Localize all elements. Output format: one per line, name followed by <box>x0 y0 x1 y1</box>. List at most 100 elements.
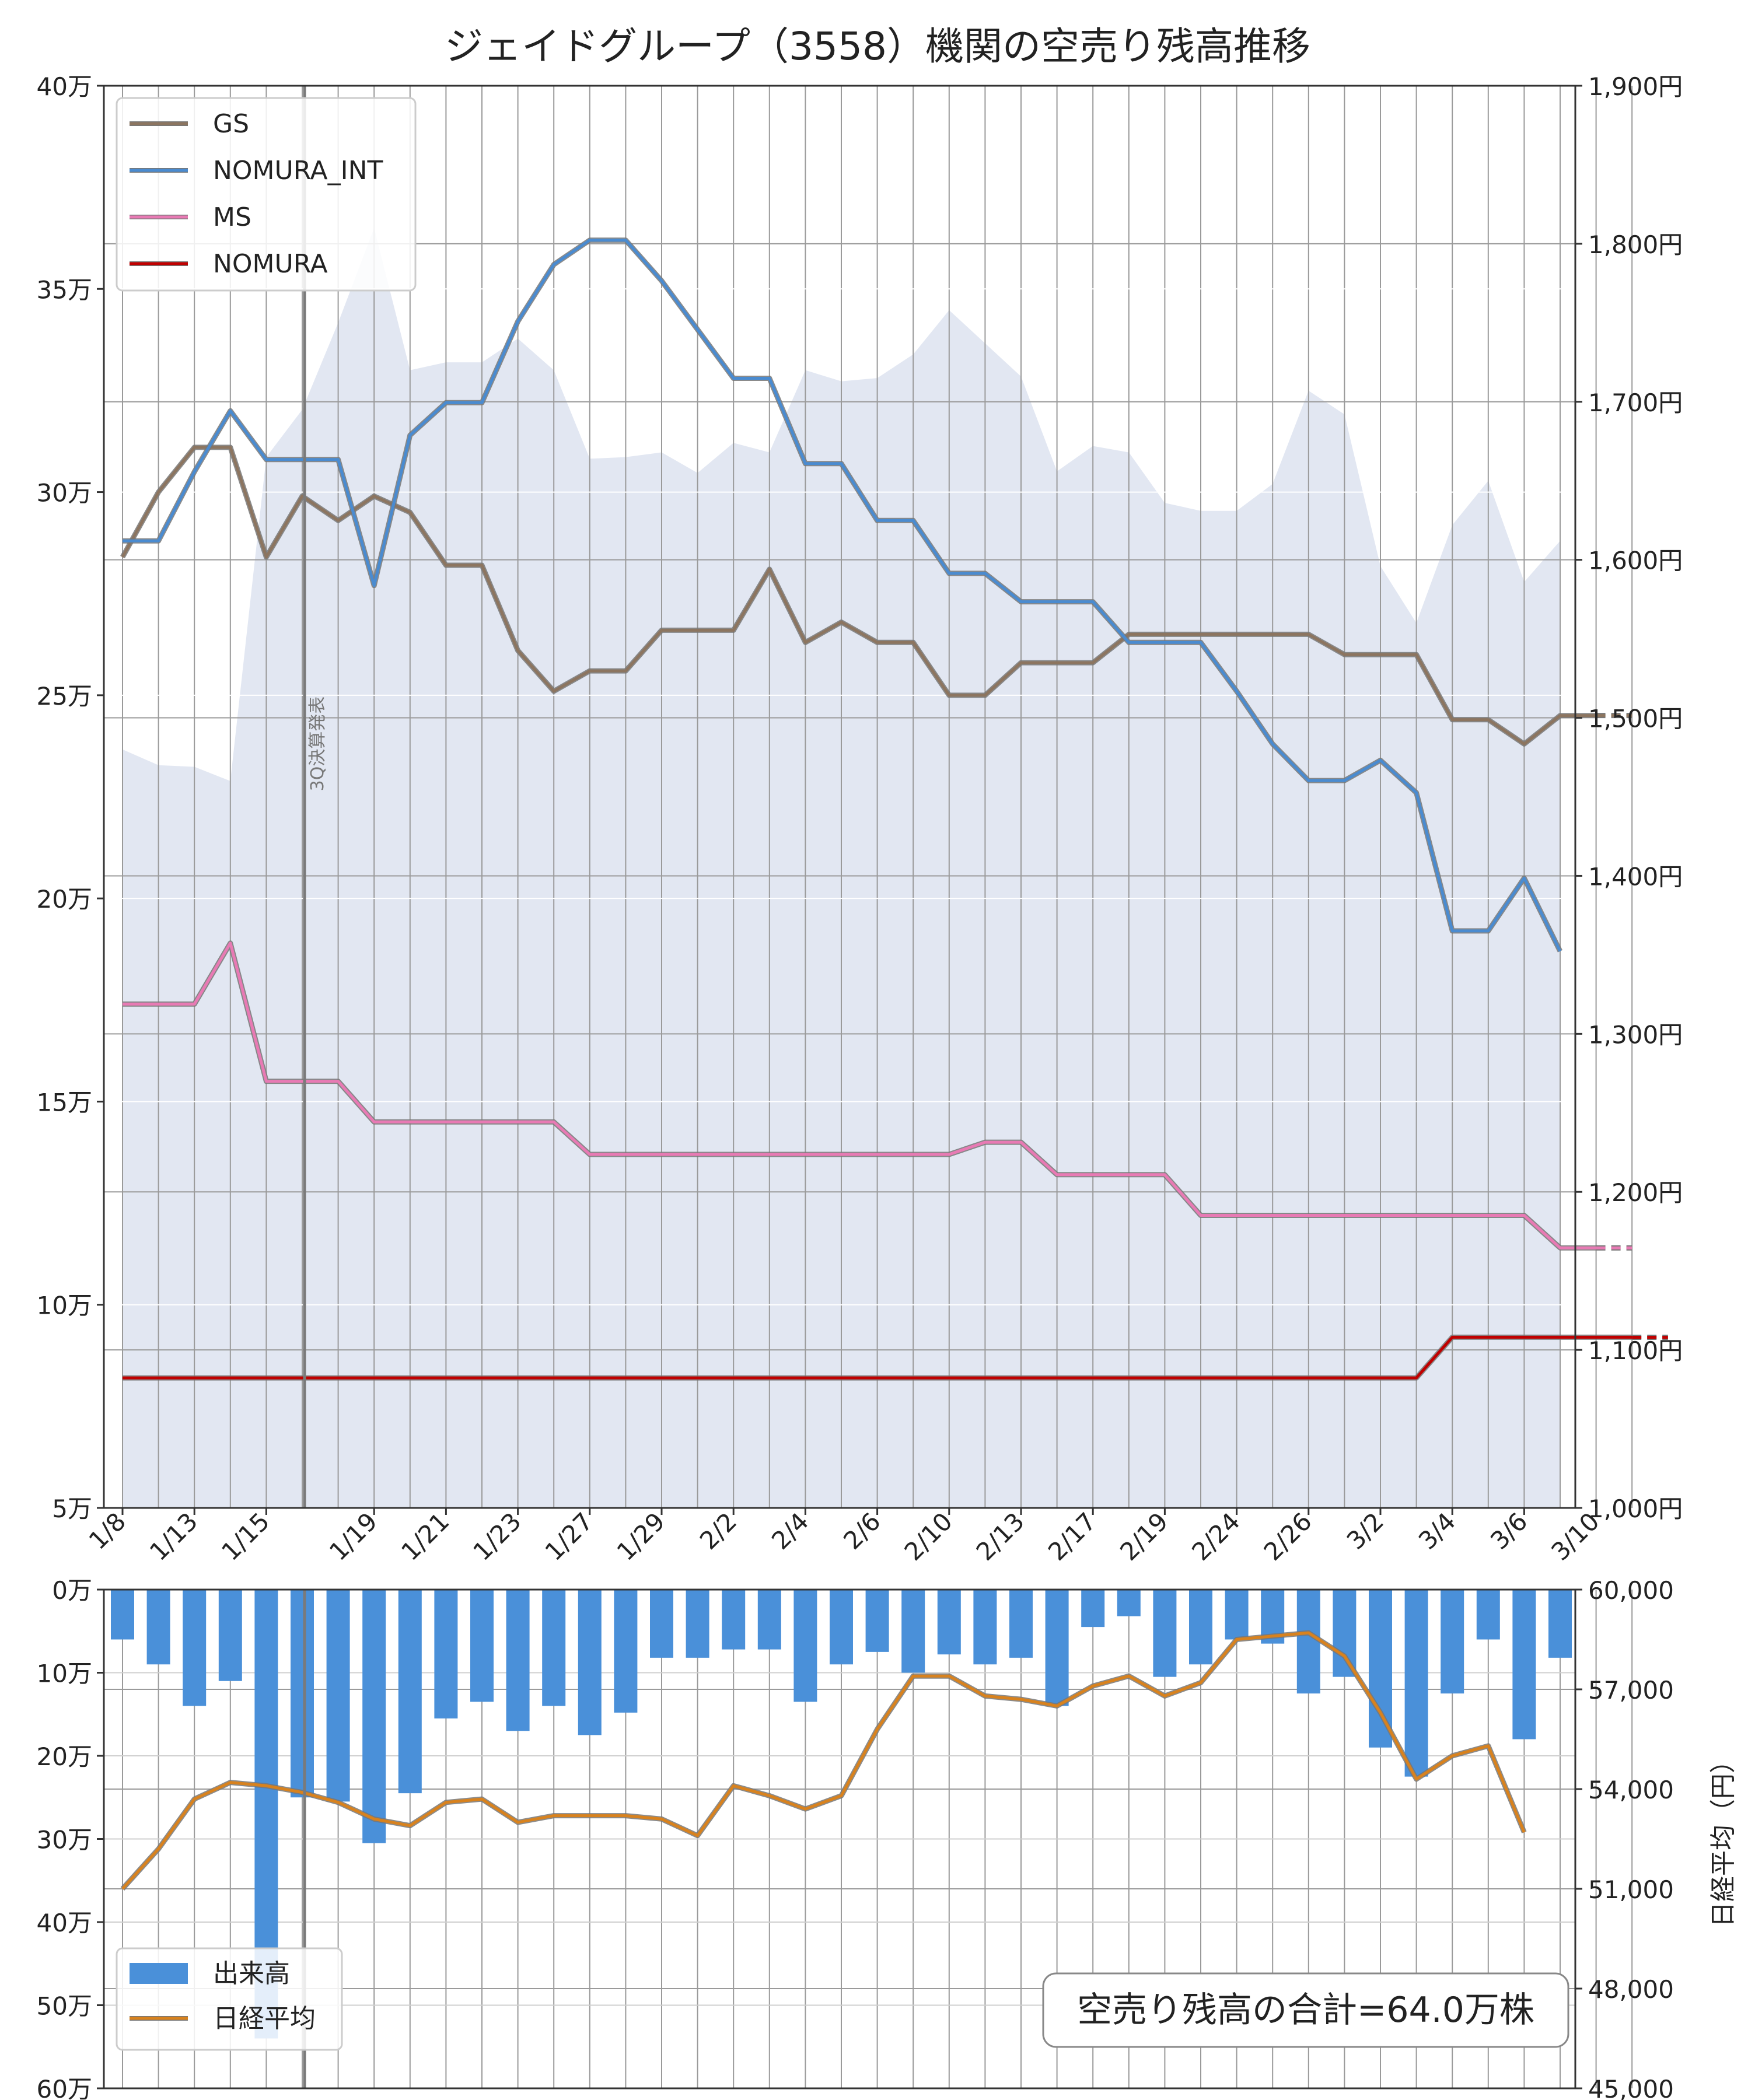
short-interest-panel: 3Q決算発表 5万 10万 15万 20万 25万 30万 35万 40万 1,000円 1,1… <box>37 72 1683 1566</box>
top-right-tick-label: 1,100円 <box>1588 1336 1683 1365</box>
volume-bar <box>1117 1590 1141 1616</box>
chart-title: ジェイドグループ（3558）機関の空売り残高推移 <box>445 24 1310 69</box>
volume-bar <box>830 1590 853 1665</box>
top-left-tick-label: 30万 <box>37 479 92 508</box>
bottom-right-tick-label: 48,000 <box>1588 1975 1674 2004</box>
volume-bar <box>1225 1590 1249 1640</box>
top-right-tick-label: 1,600円 <box>1588 547 1683 575</box>
legend-swatch-volume <box>130 1963 188 1984</box>
top-legend: GS NOMURA_INT MS NOMURA <box>116 97 417 292</box>
top-series-lines <box>120 237 1668 1381</box>
bottom-left-tick-label: 40万 <box>37 1909 92 1937</box>
legend-label: GS <box>213 109 249 139</box>
top-left-tick-label: 10万 <box>37 1292 92 1320</box>
bottom-left-tick-label: 0万 <box>52 1576 92 1605</box>
top-right-tick-label: 1,800円 <box>1588 230 1683 259</box>
volume-bar <box>1512 1590 1536 1740</box>
volume-bar <box>146 1590 170 1665</box>
series-line-nomura_int <box>123 239 1562 952</box>
top-legend-box <box>116 97 417 292</box>
top-right-tick-label: 1,200円 <box>1588 1178 1683 1207</box>
volume-bar <box>434 1590 458 1718</box>
series-line-ms <box>123 942 1596 1250</box>
volume-panel: 0万 10万 20万 30万 40万 50万 60万 45,000 48,000 51,000 5… <box>37 1576 1738 2100</box>
volume-bar <box>1153 1590 1177 1677</box>
bottom-left-tick-label: 20万 <box>37 1742 92 1771</box>
volume-bar <box>937 1590 961 1655</box>
series-line-gs <box>121 446 1596 746</box>
volume-bar <box>686 1590 709 1658</box>
top-right-tick-label: 1,300円 <box>1588 1020 1683 1049</box>
volume-bar <box>111 1590 134 1640</box>
volume-bar <box>326 1590 350 1802</box>
legend-label: MS <box>213 202 251 232</box>
volume-bar <box>362 1590 386 1843</box>
volume-bar <box>1009 1590 1033 1658</box>
legend-label: 日経平均 <box>213 2004 316 2034</box>
nikkei-line <box>121 1631 1526 1890</box>
volume-bar <box>291 1590 314 1798</box>
top-right-tick-label: 1,500円 <box>1588 705 1683 733</box>
volume-bar <box>542 1590 566 1706</box>
volume-bar <box>722 1590 746 1650</box>
volume-bar <box>865 1590 889 1652</box>
volume-bar <box>1548 1590 1572 1658</box>
bottom-right-tick-label: 51,000 <box>1588 1875 1674 1904</box>
top-left-tick-label: 40万 <box>37 72 92 101</box>
volume-bar <box>901 1590 925 1673</box>
volume-bar <box>218 1590 242 1681</box>
volume-bar <box>1369 1590 1392 1748</box>
volume-bar <box>470 1590 494 1702</box>
top-right-tick-label: 1,400円 <box>1588 862 1683 891</box>
bottom-left-tick-label: 60万 <box>37 2075 92 2100</box>
bottom-left-tick-label: 30万 <box>37 1826 92 1854</box>
volume-bar <box>1189 1590 1212 1665</box>
event-label: 3Q決算発表 <box>307 696 328 792</box>
top-left-tick-label: 5万 <box>52 1494 92 1523</box>
top-right-tick-label: 1,000円 <box>1588 1494 1683 1523</box>
volume-bar <box>757 1590 781 1650</box>
volume-bar <box>1404 1590 1428 1777</box>
volume-bar <box>650 1590 673 1658</box>
volume-bar <box>973 1590 997 1665</box>
volume-bar <box>1081 1590 1105 1628</box>
nikkei-line-group <box>120 1630 1527 1891</box>
top-left-tick-label: 15万 <box>37 1088 92 1116</box>
legend-label: 出来高 <box>213 1959 290 1989</box>
volume-bar <box>793 1590 817 1702</box>
volume-bar <box>1296 1590 1320 1694</box>
volume-bars <box>111 1590 1572 2039</box>
bottom-right-tick-label: 45,000 <box>1588 2075 1674 2100</box>
volume-bar <box>1333 1590 1357 1677</box>
volume-bar <box>578 1590 602 1735</box>
volume-bar <box>183 1590 207 1706</box>
volume-bar <box>506 1590 530 1731</box>
nikkei-axis-label: 日経平均（円） <box>1708 1748 1738 1927</box>
volume-bar <box>614 1590 638 1713</box>
volume-bar <box>1476 1590 1500 1640</box>
top-plot-frame <box>103 85 1576 1509</box>
top-left-tick-label: 20万 <box>37 885 92 914</box>
series-line-nomura <box>123 1335 1632 1380</box>
bottom-left-tick-label: 50万 <box>37 1992 92 2021</box>
legend-label: NOMURA_INT <box>213 156 383 186</box>
top-left-tick-label: 35万 <box>37 275 92 304</box>
total-note-box <box>1042 1972 1569 2048</box>
bottom-right-tick-label: 60,000 <box>1588 1576 1674 1605</box>
top-right-axis: 1,000円 1,100円 1,200円 1,300円 1,400円 1,500円 1,60… <box>1575 72 1683 1523</box>
bottom-right-tick-label: 54,000 <box>1588 1776 1674 1804</box>
top-gridlines <box>104 85 1633 1508</box>
bottom-right-axis: 45,000 48,000 51,000 54,000 57,000 60,000 <box>1575 1576 1674 2100</box>
top-right-tick-label: 1,700円 <box>1588 388 1683 417</box>
legend-label: NOMURA <box>213 249 328 279</box>
total-note: 空売り残高の合計=64.0万株 <box>1077 1990 1534 2031</box>
top-left-axis: 5万 10万 15万 20万 25万 30万 35万 40万 <box>37 72 104 1523</box>
bottom-left-tick-label: 10万 <box>37 1660 92 1688</box>
top-right-tick-label: 1,900円 <box>1588 72 1683 101</box>
bottom-right-tick-label: 57,000 <box>1588 1676 1674 1704</box>
volume-bar <box>398 1590 422 1794</box>
top-left-tick-label: 25万 <box>37 682 92 710</box>
bottom-left-axis: 0万 10万 20万 30万 40万 50万 60万 <box>37 1576 104 2100</box>
